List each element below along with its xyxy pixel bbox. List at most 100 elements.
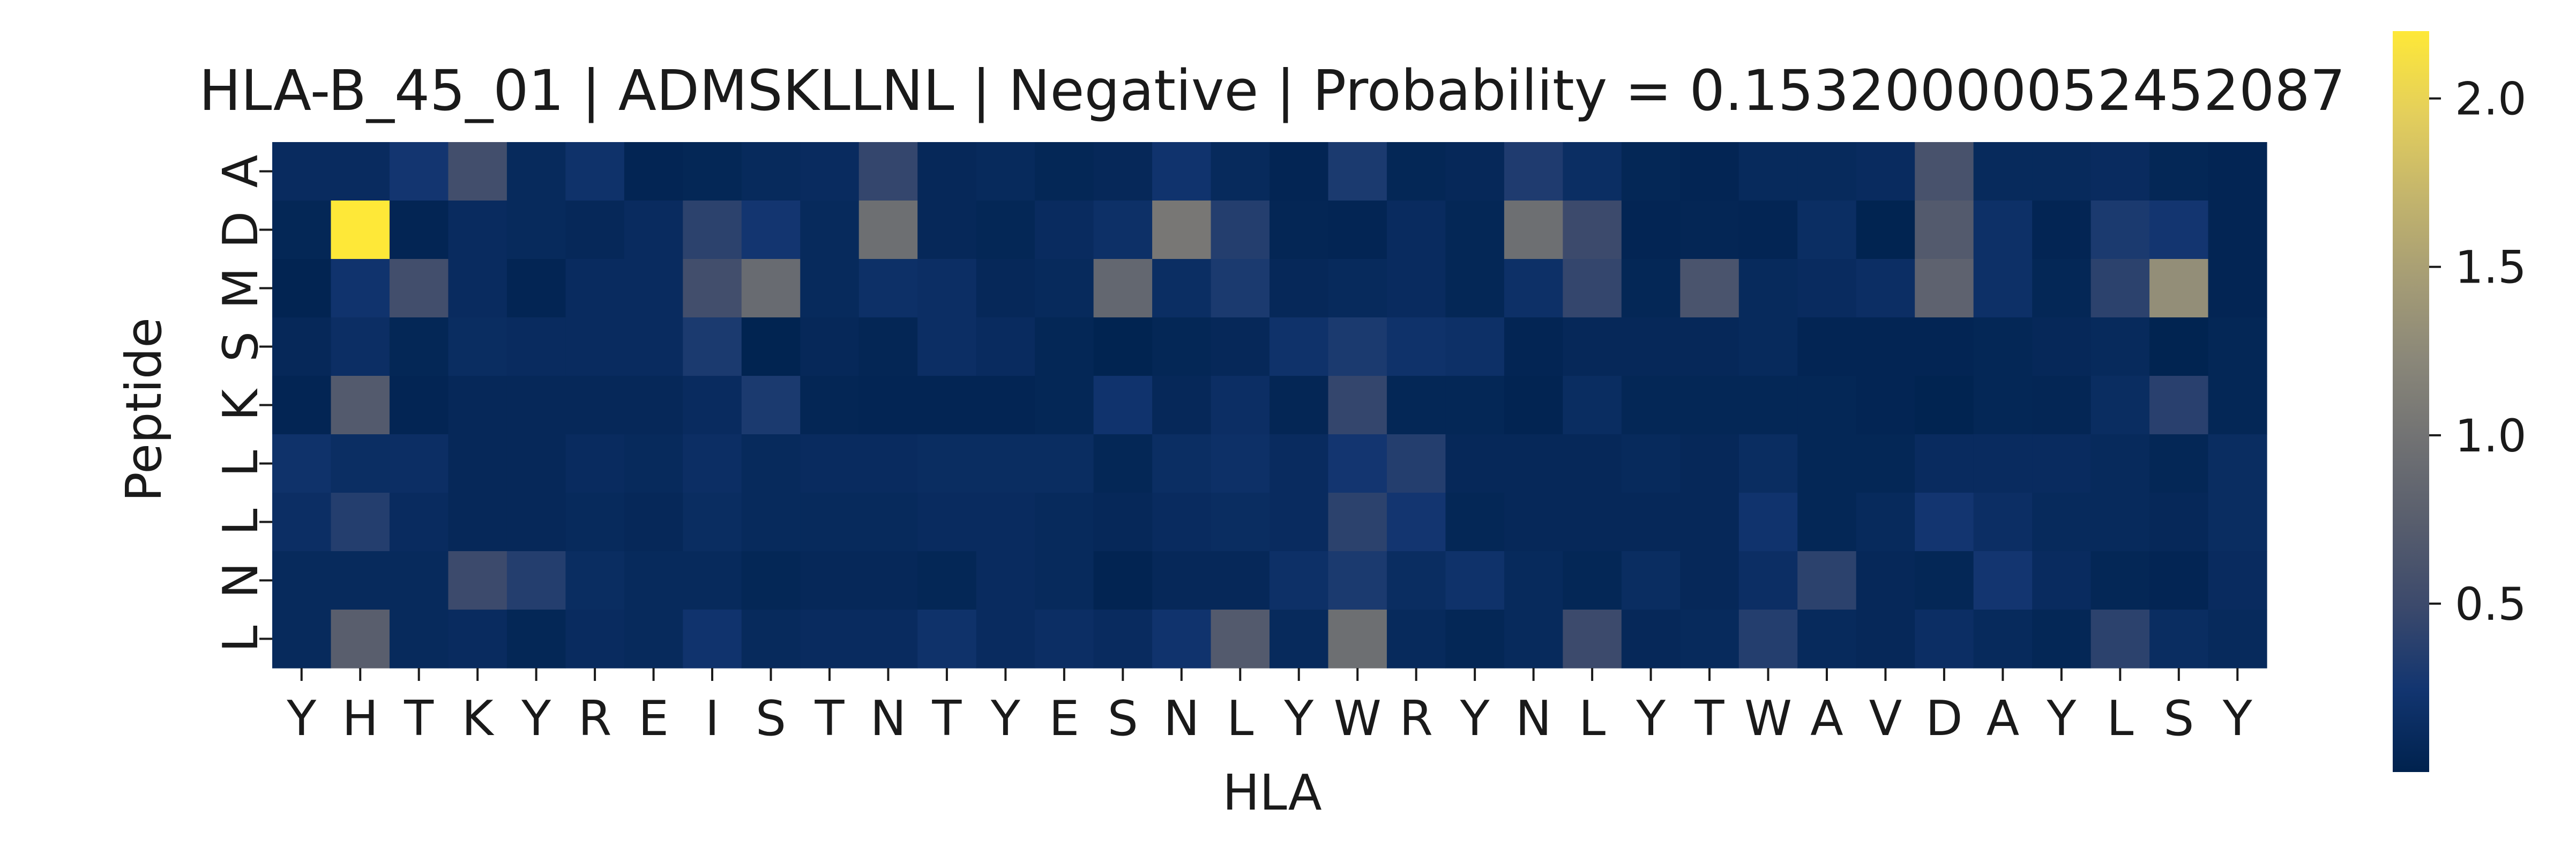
heatmap-cell — [976, 317, 1035, 376]
heatmap-cell — [1035, 551, 1094, 610]
heatmap-cell — [2149, 142, 2209, 201]
colorbar-tick-label: 0.5 — [2455, 578, 2527, 631]
heatmap-cell — [2032, 551, 2092, 610]
heatmap-cell — [1035, 493, 1094, 552]
heatmap-cell — [1093, 493, 1153, 552]
heatmap-cell — [1563, 317, 1622, 376]
heatmap-cell — [1152, 317, 1212, 376]
heatmap-cell — [2149, 259, 2209, 318]
heatmap-cell — [1621, 434, 1681, 493]
heatmap-cell — [2032, 493, 2092, 552]
x-tick-label: V — [1869, 691, 1902, 747]
heatmap-cell — [2032, 201, 2092, 259]
heatmap-cell — [1563, 493, 1622, 552]
heatmap-cell — [2149, 201, 2209, 259]
x-tick-label: S — [756, 691, 786, 747]
heatmap-cell — [448, 259, 507, 318]
colorbar — [2393, 31, 2429, 772]
heatmap-cell — [858, 434, 918, 493]
x-tick-label: R — [578, 691, 612, 747]
heatmap-cell — [565, 610, 625, 669]
heatmap-cell — [800, 142, 860, 201]
heatmap-cell — [858, 551, 918, 610]
heatmap-cell — [565, 551, 625, 610]
heatmap-cell — [800, 493, 860, 552]
heatmap-cell — [272, 434, 332, 493]
heatmap-cell — [1563, 610, 1622, 669]
heatmap-cell — [272, 610, 332, 669]
heatmap-cell — [1563, 201, 1622, 259]
y-tick-label: K — [213, 388, 269, 421]
heatmap-cell — [1386, 551, 1446, 610]
heatmap-cell — [1797, 317, 1857, 376]
heatmap-cell — [1738, 259, 1798, 318]
heatmap-cell — [2032, 434, 2092, 493]
heatmap-cell — [1270, 142, 1329, 201]
heatmap-cell — [506, 142, 566, 201]
heatmap-cell — [1680, 201, 1739, 259]
heatmap-cell — [1152, 142, 1212, 201]
heatmap-cell — [2149, 376, 2209, 435]
heatmap-cell — [565, 317, 625, 376]
x-tick-label: T — [1694, 691, 1725, 747]
heatmap-cell — [272, 142, 332, 201]
heatmap-cell — [448, 376, 507, 435]
heatmap-cell — [1680, 493, 1739, 552]
heatmap-cell — [565, 142, 625, 201]
heatmap-cell — [1915, 142, 1974, 201]
heatmap-cell — [389, 551, 449, 610]
heatmap-cell — [389, 201, 449, 259]
heatmap-cell — [624, 317, 683, 376]
heatmap-cell — [1504, 142, 1563, 201]
heatmap-cell — [506, 376, 566, 435]
heatmap-cell — [1915, 610, 1974, 669]
heatmap-cell — [1856, 610, 1915, 669]
heatmap-cell — [448, 610, 507, 669]
heatmap-cell — [2090, 201, 2150, 259]
heatmap-cell — [1445, 551, 1505, 610]
heatmap-cell — [1680, 142, 1739, 201]
x-tick-label: Y — [2222, 691, 2253, 747]
heatmap-cell — [331, 142, 390, 201]
heatmap-cell — [1093, 259, 1153, 318]
x-tick-label: W — [1334, 691, 1382, 747]
heatmap-cell — [800, 434, 860, 493]
y-axis-label: Peptide — [115, 317, 173, 502]
heatmap-cell — [448, 493, 507, 552]
heatmap-cell — [506, 201, 566, 259]
heatmap-cell — [2208, 142, 2267, 201]
heatmap-cell — [1621, 493, 1681, 552]
heatmap-cell — [1973, 376, 2033, 435]
heatmap-cell — [1504, 201, 1563, 259]
heatmap-cell — [1211, 201, 1270, 259]
x-tick-label: N — [1515, 691, 1551, 747]
x-tick-label: A — [1987, 691, 2020, 747]
heatmap-cell — [1445, 434, 1505, 493]
heatmap-cell — [331, 434, 390, 493]
heatmap-cells — [272, 142, 2267, 669]
heatmap-cell — [2149, 610, 2209, 669]
heatmap-cell — [2208, 317, 2267, 376]
heatmap-cell — [1621, 259, 1681, 318]
heatmap-cell — [1915, 551, 1974, 610]
heatmap-cell — [1504, 434, 1563, 493]
heatmap-cell — [331, 493, 390, 552]
heatmap-cell — [389, 493, 449, 552]
heatmap-cell — [1680, 610, 1739, 669]
heatmap-cell — [1738, 610, 1798, 669]
x-tick-label: Y — [286, 691, 317, 747]
heatmap-cell — [624, 259, 683, 318]
heatmap-cell — [331, 259, 390, 318]
heatmap-cell — [1621, 142, 1681, 201]
heatmap-cell — [1211, 259, 1270, 318]
heatmap-cell — [1504, 610, 1563, 669]
heatmap-cell — [1152, 434, 1212, 493]
heatmap-cell — [1563, 551, 1622, 610]
heatmap-cell — [1445, 259, 1505, 318]
heatmap-cell — [389, 376, 449, 435]
x-tick-label: Y — [2046, 691, 2077, 747]
heatmap-cell — [1797, 434, 1857, 493]
heatmap-cell — [1328, 317, 1387, 376]
heatmap-cell — [1797, 376, 1857, 435]
heatmap-cell — [565, 376, 625, 435]
